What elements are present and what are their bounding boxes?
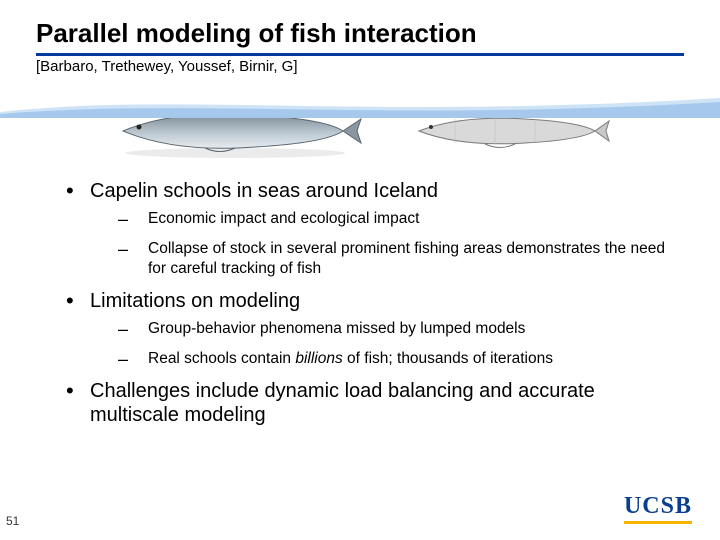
bullet-2: • Limitations on modeling — [66, 289, 684, 313]
bullet-marker: • — [66, 379, 90, 427]
bullet-2-sub-2: – Real schools contain billions of fish;… — [118, 349, 684, 369]
bullet-2-sub-1: – Group-behavior phenomena missed by lum… — [118, 319, 684, 339]
slide-title: Parallel modeling of fish interaction — [36, 18, 684, 49]
bullet-marker: • — [66, 289, 90, 313]
ucsb-logo: UCSB — [624, 493, 692, 524]
decorative-wave — [0, 92, 720, 118]
bullet-1-sub-1: – Economic impact and ecological impact — [118, 209, 684, 229]
bullet-1-sub-2-text: Collapse of stock in several prominent f… — [148, 239, 668, 279]
bullet-1-text: Capelin schools in seas around Iceland — [90, 179, 438, 203]
authors-line: [Barbaro, Trethewey, Youssef, Birnir, G] — [36, 58, 684, 75]
sub-marker: – — [118, 319, 148, 339]
bullet-2-sub-1-text: Group-behavior phenomena missed by lumpe… — [148, 319, 525, 339]
bullet-2-text: Limitations on modeling — [90, 289, 300, 313]
ucsb-logo-text: UCSB — [624, 493, 692, 520]
bullet-1: • Capelin schools in seas around Iceland — [66, 179, 684, 203]
bullet-3-text: Challenges include dynamic load balancin… — [90, 379, 610, 427]
sub-marker: – — [118, 239, 148, 279]
slide: Parallel modeling of fish interaction [B… — [0, 0, 720, 540]
bullet-3: • Challenges include dynamic load balanc… — [66, 379, 684, 427]
sub-marker: – — [118, 349, 148, 369]
page-number: 51 — [6, 514, 19, 528]
bullet-1-sub-2: – Collapse of stock in several prominent… — [118, 239, 684, 279]
bullet-2-sub-2-text: Real schools contain billions of fish; t… — [148, 349, 553, 369]
content-area: • Capelin schools in seas around Iceland… — [66, 179, 684, 427]
bullet-1-sub-1-text: Economic impact and ecological impact — [148, 209, 419, 229]
ucsb-logo-underline — [624, 521, 692, 524]
title-underline — [36, 53, 684, 56]
bullet-marker: • — [66, 179, 90, 203]
sub-marker: – — [118, 209, 148, 229]
